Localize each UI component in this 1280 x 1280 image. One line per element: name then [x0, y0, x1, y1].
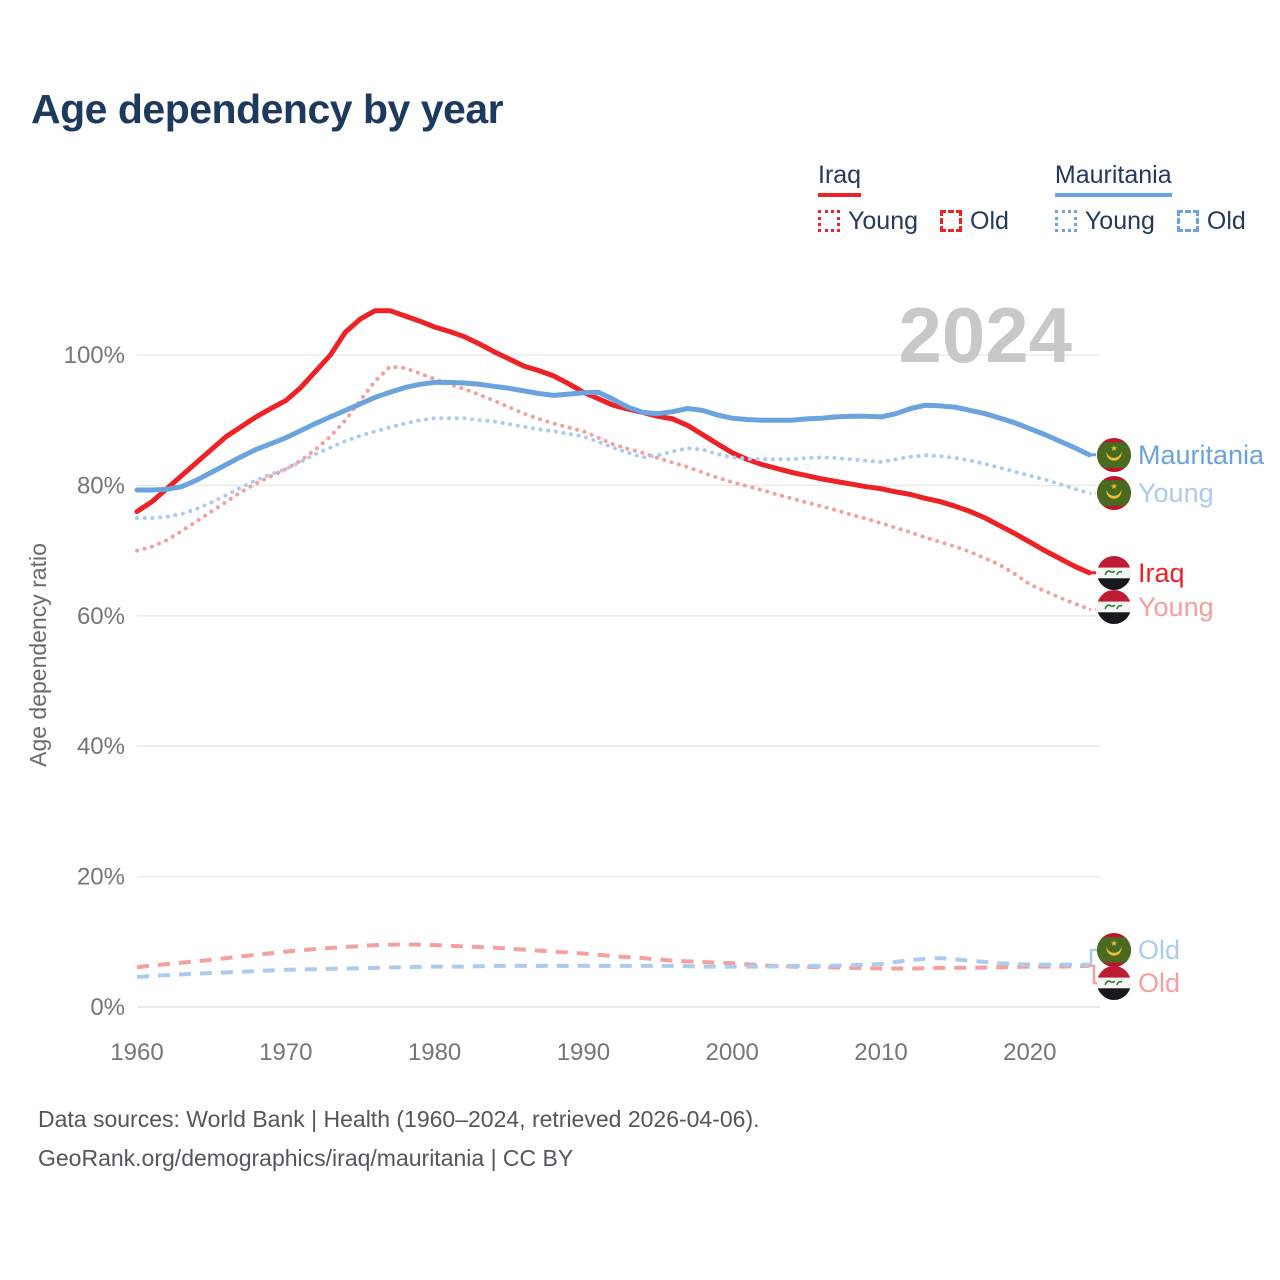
- iraq-flag-icon: [1097, 590, 1131, 624]
- legend-group-iraq: Iraq Young Old: [818, 161, 1009, 236]
- svg-text:Age dependency ratio: Age dependency ratio: [25, 543, 51, 767]
- svg-text:1960: 1960: [110, 1039, 163, 1066]
- iraq-flag-icon: [1097, 966, 1131, 1000]
- svg-text:20%: 20%: [77, 864, 125, 891]
- series-label-text: Iraq: [1138, 557, 1185, 588]
- svg-text:2000: 2000: [706, 1039, 759, 1066]
- svg-text:0%: 0%: [90, 994, 125, 1021]
- svg-text:80%: 80%: [77, 472, 125, 499]
- legend-swatch-mauritania-young[interactable]: [1054, 210, 1077, 233]
- series-label-text: Old: [1138, 934, 1181, 965]
- svg-text:2024: 2024: [898, 291, 1072, 379]
- series-label-iraq-total: Iraq: [1097, 556, 1185, 590]
- legend-swatch-iraq-young[interactable]: [818, 210, 840, 233]
- source-url-line: GeoRank.org/demographics/iraq/mauritania…: [38, 1144, 574, 1171]
- chart-legend: Iraq Young Old Mauritania Young Old: [818, 161, 1246, 236]
- series-label-text: Young: [1138, 591, 1214, 622]
- series-label-text: Old: [1138, 967, 1181, 998]
- mauritania-flag-icon: [1097, 438, 1131, 472]
- series-label-mauritania-old: Old: [1097, 933, 1180, 967]
- series-label-mauritania-young: Young: [1097, 476, 1214, 510]
- legend-swatch-mauritania-old[interactable]: [1176, 210, 1199, 233]
- legend-group-mauritania: Mauritania Young Old: [1054, 161, 1246, 236]
- series-label-mauritania-total: Mauritania: [1097, 438, 1264, 472]
- legend-country-mauritania[interactable]: Mauritania: [1054, 161, 1172, 197]
- legend-label-mauritania-young[interactable]: Young: [1084, 206, 1155, 235]
- data-sources-line: Data sources: World Bank | Health (1960–…: [38, 1106, 760, 1132]
- series-label-text: Young: [1138, 477, 1214, 508]
- page-title: Age dependency by year: [31, 86, 504, 132]
- legend-label-iraq-old[interactable]: Old: [970, 206, 1009, 235]
- svg-text:100%: 100%: [64, 342, 125, 369]
- legend-label-iraq-young[interactable]: Young: [848, 206, 918, 235]
- series-label-text: Mauritania: [1138, 439, 1265, 470]
- mauritania-flag-icon: [1097, 476, 1131, 510]
- mauritania-flag-icon: [1097, 933, 1131, 967]
- svg-text:40%: 40%: [77, 733, 125, 760]
- iraq-flag-icon: [1097, 556, 1131, 590]
- svg-text:1970: 1970: [259, 1039, 312, 1066]
- svg-text:2020: 2020: [1003, 1039, 1056, 1066]
- svg-text:1990: 1990: [557, 1039, 610, 1066]
- legend-swatch-iraq-old[interactable]: [940, 210, 962, 233]
- legend-label-mauritania-old[interactable]: Old: [1206, 206, 1246, 235]
- series-label-iraq-young: Young: [1097, 590, 1214, 624]
- series-label-iraq-old: Old: [1097, 966, 1180, 1000]
- svg-text:1980: 1980: [408, 1039, 461, 1066]
- attribution: Data sources: World Bank | Health (1960–…: [38, 1100, 760, 1177]
- svg-text:2010: 2010: [854, 1039, 907, 1066]
- svg-text:60%: 60%: [77, 603, 125, 630]
- legend-country-iraq[interactable]: Iraq: [818, 161, 862, 197]
